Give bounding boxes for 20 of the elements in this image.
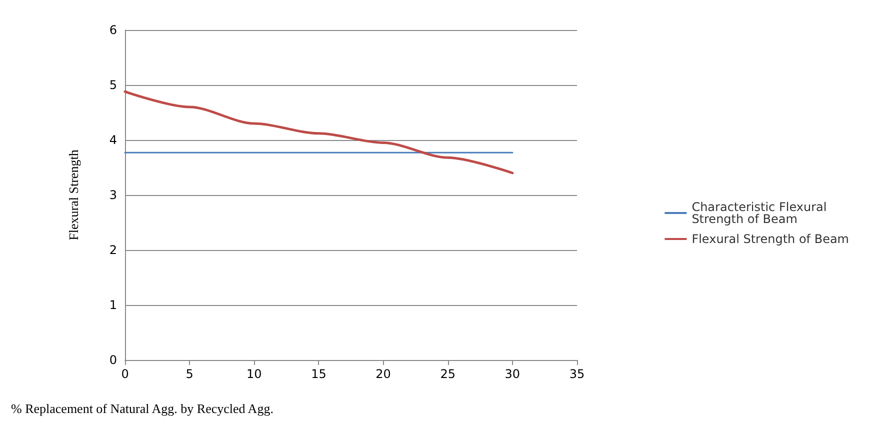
legend-label: Flexural Strength of Beam	[692, 232, 849, 246]
x-axis-title: % Replacement of Natural Agg. by Recycled Agg.	[11, 401, 274, 416]
y-tick-label: 6	[109, 23, 117, 37]
line-series	[124, 90, 514, 174]
y-tick-label: 1	[109, 298, 117, 312]
y-tick-label: 2	[109, 243, 117, 257]
y-axis-title: Flexural Strength	[66, 149, 81, 240]
x-tick-label: 5	[186, 367, 194, 381]
x-tick-label: 25	[440, 367, 456, 381]
y-tick-label: 0	[109, 353, 117, 367]
x-tick-label: 20	[376, 367, 391, 381]
x-tick-label: 10	[246, 367, 262, 381]
y-tick-label: 4	[109, 133, 117, 147]
x-tick-label: 0	[121, 367, 129, 381]
x-tick-label: 35	[569, 367, 585, 381]
x-tick-label: 15	[311, 367, 326, 381]
y-tick-label: 5	[109, 78, 117, 92]
x-tick-label: 30	[504, 367, 520, 381]
legend-label: Characteristic Flexural Strength of Beam	[692, 200, 827, 226]
y-tick-label: 3	[109, 188, 117, 202]
